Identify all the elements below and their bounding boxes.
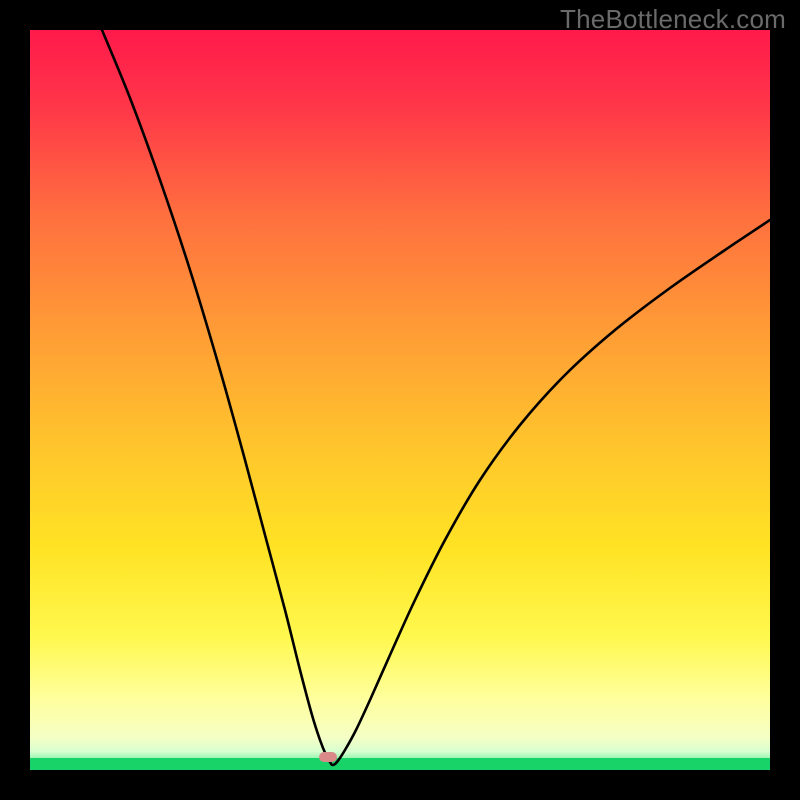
bottleneck-curve — [30, 30, 770, 770]
chart-frame: TheBottleneck.com — [0, 0, 800, 800]
optimum-marker — [319, 752, 337, 762]
plot-area — [30, 30, 770, 770]
